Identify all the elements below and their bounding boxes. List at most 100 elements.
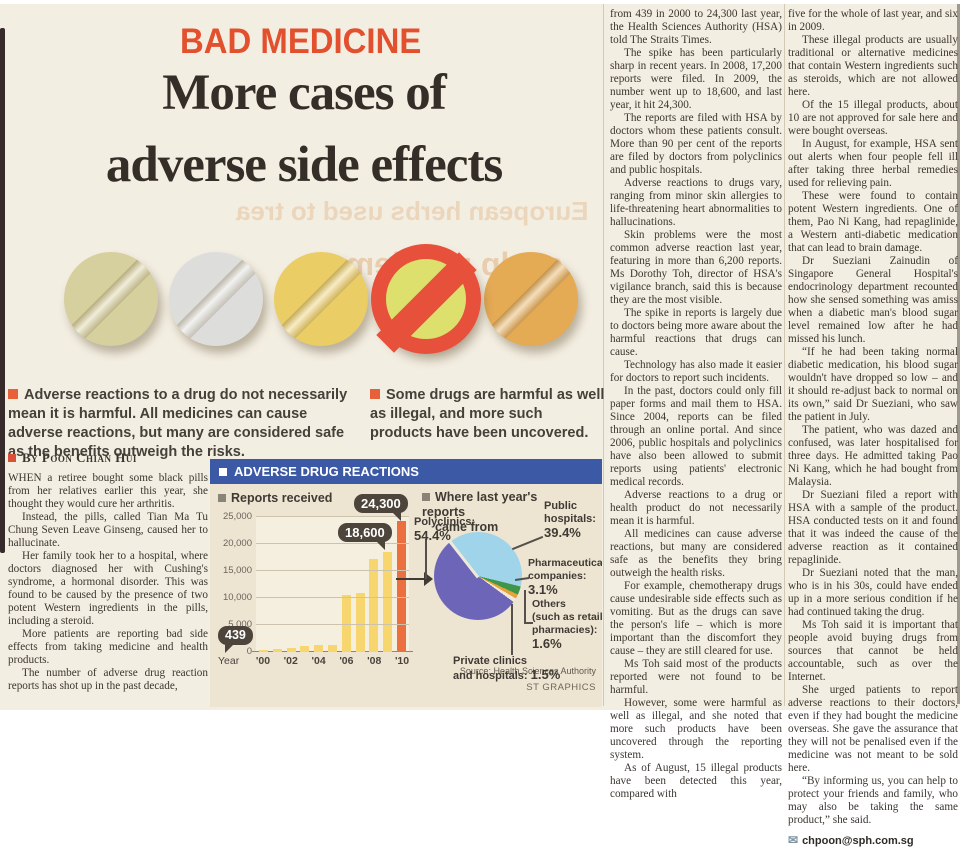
paragraph: All medicines can cause adverse reaction… bbox=[610, 528, 782, 579]
square-bullet-icon bbox=[8, 454, 16, 462]
article-column-2: from 439 in 2000 to 24,300 last year, th… bbox=[610, 8, 782, 801]
paragraph: Dr Sueziani filed a report with HSA with… bbox=[788, 489, 958, 566]
x-tick-label: '00 bbox=[255, 655, 271, 667]
paragraph: The spike has been particularly sharp in… bbox=[610, 47, 782, 111]
paragraph: The patient, who was dazed and confused,… bbox=[788, 424, 958, 488]
x-axis-label: Year bbox=[218, 655, 240, 667]
paragraph: In the past, doctors could only fill pap… bbox=[610, 385, 782, 488]
paragraph: However, some were harmful as well as il… bbox=[610, 697, 782, 761]
square-bullet-icon bbox=[370, 389, 380, 399]
leader-line bbox=[524, 590, 526, 623]
callout-18600: 18,600 bbox=[338, 523, 392, 550]
kicker-headline: BAD MEDICINE bbox=[180, 22, 422, 61]
pie-label-public-hospitals: Public hospitals: 39.4% bbox=[544, 500, 596, 539]
pie-label-polyclinics: Polyclinics: 54.4% bbox=[414, 516, 474, 542]
leader-line bbox=[511, 535, 544, 550]
chart-credit: ST GRAPHICS bbox=[526, 682, 596, 693]
square-bullet-icon bbox=[219, 467, 227, 476]
paragraph: In August, for example, HSA sent out ale… bbox=[788, 138, 958, 189]
summary-right: Some drugs are harmful as well as illega… bbox=[370, 387, 605, 441]
y-tick-label: 15,000 bbox=[222, 565, 252, 576]
x-tick-label: '04 bbox=[311, 655, 326, 667]
paragraph: These were found to contain potent Weste… bbox=[788, 190, 958, 254]
orange-pill bbox=[484, 250, 578, 348]
bar-2007 bbox=[355, 593, 365, 652]
paragraph: “If he had been taking normal diabetic m… bbox=[788, 346, 958, 423]
paragraph: Her family took her to a hospital, where… bbox=[8, 550, 208, 627]
author-email: ✉ chpoon@sph.com.sg bbox=[788, 833, 958, 847]
paragraph: from 439 in 2000 to 24,300 last year, th… bbox=[610, 8, 782, 46]
paragraph: Ms Toh said most of the products reporte… bbox=[610, 658, 782, 696]
paragraph: Instead, the pills, called Tian Ma Tu Ch… bbox=[8, 511, 208, 549]
x-tick-label: '08 bbox=[367, 655, 382, 667]
callout-24300: 24,300 bbox=[354, 494, 408, 521]
pie-chart-title: Where last year's reports came from bbox=[422, 490, 538, 534]
arrow-head-icon bbox=[424, 572, 433, 586]
pie-label-private-clinics: Private clinics and hospitals: 1.5% bbox=[453, 655, 561, 682]
square-bullet-icon bbox=[8, 389, 18, 399]
article-column-1: WHEN a retiree bought some black pills f… bbox=[8, 472, 208, 693]
bar-2005 bbox=[327, 645, 337, 652]
pills-photo bbox=[64, 244, 578, 354]
paragraph: Skin problems were the most common adver… bbox=[610, 229, 782, 306]
paragraph: As of August, 15 illegal products have b… bbox=[610, 762, 782, 800]
gridline bbox=[256, 570, 409, 571]
callout-439: 439 bbox=[218, 626, 253, 653]
column-rule bbox=[603, 4, 604, 706]
y-tick-label: 0 bbox=[246, 646, 252, 657]
x-axis: Year '00 '02 '04 '06 '08 '10 bbox=[218, 655, 410, 669]
main-headline-line2: adverse side effects bbox=[105, 137, 503, 193]
main-headline-line1: More cases of bbox=[162, 65, 446, 121]
feature-section: BAD MEDICINE More cases of adverse side … bbox=[8, 4, 604, 707]
square-bullet-icon bbox=[218, 494, 226, 502]
bar-2004 bbox=[314, 645, 324, 652]
paragraph: More patients are reporting bad side eff… bbox=[8, 628, 208, 666]
paragraph: WHEN a retiree bought some black pills f… bbox=[8, 472, 208, 510]
paragraph: The reports are filed with HSA by doctor… bbox=[610, 112, 782, 176]
leader-line bbox=[425, 539, 427, 579]
paragraph: five for the whole of last year, and six… bbox=[788, 8, 958, 33]
paragraph: She urged patients to report adverse rea… bbox=[788, 684, 958, 774]
bar-2010 bbox=[396, 521, 406, 652]
arrow-to-pie bbox=[396, 578, 425, 580]
bar-chart-section: Reports received 0 5,000 10,000 15,000 20,00… bbox=[216, 489, 416, 705]
article-column-3: five for the whole of last year, and six… bbox=[788, 8, 958, 847]
chart-header: ADVERSE DRUG REACTIONS bbox=[210, 459, 602, 484]
yellow-pill bbox=[274, 250, 368, 348]
y-tick-label: 10,000 bbox=[222, 592, 252, 603]
paragraph: The number of adverse drug reaction repo… bbox=[8, 667, 208, 692]
bars-container bbox=[256, 517, 409, 652]
paragraph: Of the 15 illegal products, about 10 are… bbox=[788, 99, 958, 137]
paragraph: Dr Sueziani noted that the man, who is i… bbox=[788, 567, 958, 618]
gridline bbox=[256, 516, 409, 517]
bar-2006 bbox=[341, 595, 351, 652]
y-tick-label: 25,000 bbox=[222, 511, 252, 522]
y-tick-label: 5,000 bbox=[228, 619, 252, 630]
x-tick-label: '10 bbox=[394, 655, 410, 667]
paragraph: Technology has also made it easier for d… bbox=[610, 359, 782, 384]
pie-label-pharmaceutical: Pharmaceutical companies: 3.1% bbox=[528, 557, 602, 596]
pie-label-others: Others (such as retail pharmacies): 1.6% bbox=[532, 598, 602, 650]
paragraph: Dr Sueziani Zainudin of Singapore Genera… bbox=[788, 255, 958, 345]
khaki-pill bbox=[64, 250, 158, 348]
gridline bbox=[256, 543, 409, 544]
paragraph: The spike in reports is largely due to d… bbox=[610, 307, 782, 358]
newspaper-page: BAD MEDICINE More cases of adverse side … bbox=[0, 4, 960, 847]
gridline bbox=[256, 597, 409, 598]
y-tick-label: 20,000 bbox=[222, 538, 252, 549]
x-tick-label: '02 bbox=[283, 655, 298, 667]
leader-line bbox=[511, 604, 513, 655]
paragraph: Ms Toh said it is important that people … bbox=[788, 619, 958, 683]
white-pill bbox=[169, 250, 263, 348]
summary-left: Adverse reactions to a drug do not neces… bbox=[8, 387, 348, 460]
email-link[interactable]: chpoon@sph.com.sg bbox=[802, 835, 914, 847]
chart-source: Source: Health Sciences Authority bbox=[459, 666, 596, 676]
paragraph: These illegal products are usually tradi… bbox=[788, 34, 958, 98]
gridline bbox=[256, 624, 409, 625]
bar-2000 bbox=[259, 650, 268, 652]
leader-line bbox=[524, 622, 533, 624]
bar-2009 bbox=[383, 552, 393, 652]
envelope-icon: ✉ bbox=[788, 833, 799, 847]
bar-2002 bbox=[286, 648, 296, 652]
paragraph: “By informing us, you can help to protec… bbox=[788, 775, 958, 826]
